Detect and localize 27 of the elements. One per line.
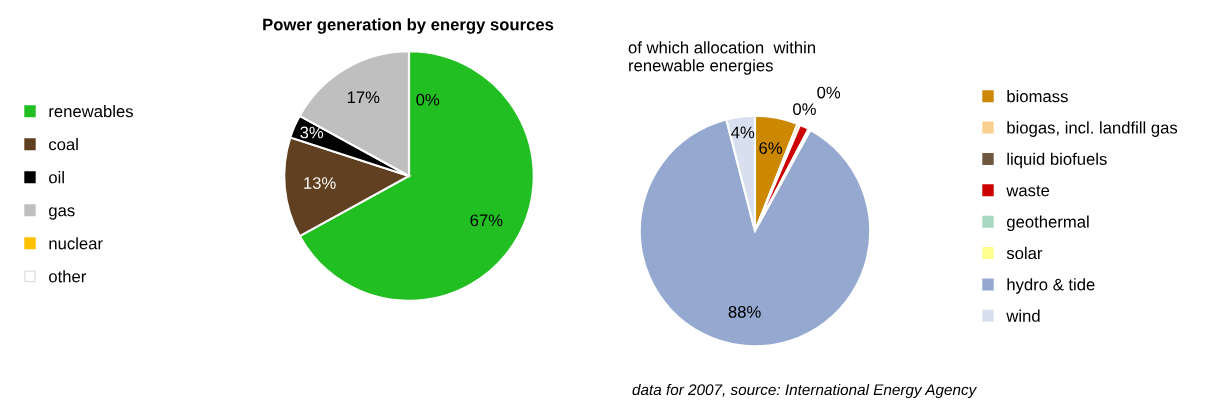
data-label: 67% [470, 214, 503, 227]
legend-label: coal [49, 138, 78, 151]
legend-label: renewables [49, 105, 133, 118]
data-label: 17% [347, 91, 380, 104]
data-label: 3% [300, 126, 324, 139]
text: data for 2007, source: International Energy Agency [632, 383, 978, 399]
legend-label: other [49, 270, 87, 283]
legend-label: hydro & tide [1007, 278, 1095, 294]
text: 0% [416, 93, 440, 106]
legend-label: geothermal [1007, 215, 1089, 232]
data-label: 6% [759, 142, 782, 154]
legend-label: biogas, incl. landfill gas [1007, 121, 1178, 137]
data-label: 13% [304, 177, 336, 189]
data-label: 0% [817, 86, 841, 99]
data-label: 88% [728, 305, 761, 318]
legend-label: oil [49, 171, 64, 184]
legend-label: waste [1006, 185, 1050, 197]
legend-label: solar [1006, 246, 1043, 260]
data-label: 0% [793, 103, 816, 116]
data-label: 4% [731, 126, 755, 139]
legend-label: nuclear [49, 237, 103, 250]
legend-label: liquid biofuels [1007, 152, 1107, 169]
legend-label: biomass [1007, 90, 1068, 103]
legend-label: wind [1006, 309, 1040, 322]
legend-label: gas [49, 207, 75, 220]
chart-title: of which allocation within renewable energies [628, 41, 815, 75]
chart-title: Power generation by energy sources [263, 18, 554, 34]
